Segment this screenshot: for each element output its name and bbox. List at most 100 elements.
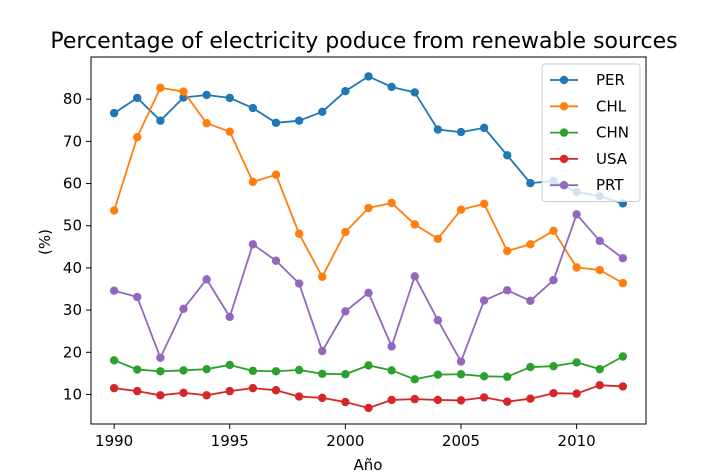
data-point-chn bbox=[618, 352, 628, 361]
series-line-prt bbox=[113, 213, 624, 363]
y-tick-label: 20 bbox=[63, 343, 82, 361]
data-point-per bbox=[364, 72, 373, 81]
data-point-usa bbox=[526, 394, 535, 403]
legend-swatch-marker bbox=[559, 102, 569, 111]
data-point-usa bbox=[341, 397, 350, 407]
legend-swatch-marker bbox=[559, 75, 569, 85]
data-point-usa bbox=[318, 393, 327, 403]
data-point-chn bbox=[179, 366, 188, 375]
data-point-per bbox=[248, 103, 258, 113]
legend-label: CHN bbox=[596, 124, 629, 142]
x-tick-label: 1990 bbox=[95, 432, 133, 450]
data-point-chn bbox=[433, 370, 443, 379]
data-point-per bbox=[456, 127, 466, 137]
data-point-per bbox=[133, 93, 142, 103]
data-point-usa bbox=[479, 393, 489, 402]
data-point-usa bbox=[387, 395, 396, 405]
data-point-prt bbox=[526, 296, 535, 306]
data-point-chn bbox=[526, 362, 535, 372]
data-point-chl bbox=[179, 87, 188, 96]
data-point-usa bbox=[156, 391, 165, 400]
data-point-chn bbox=[549, 362, 558, 371]
data-point-chn bbox=[387, 366, 396, 375]
x-axis-label: Año bbox=[354, 456, 383, 474]
data-point-chn bbox=[202, 364, 211, 374]
data-point-chn bbox=[503, 372, 512, 381]
data-point-prt bbox=[179, 304, 188, 314]
data-point-usa bbox=[618, 382, 628, 391]
data-point-chl bbox=[202, 119, 211, 128]
data-point-prt bbox=[133, 292, 142, 302]
data-point-usa bbox=[572, 389, 581, 398]
legend-swatch-marker bbox=[559, 181, 569, 190]
x-tick-label: 1995 bbox=[211, 432, 249, 450]
data-point-chl bbox=[294, 229, 304, 238]
y-tick-label: 30 bbox=[63, 301, 82, 319]
y-tick-label: 60 bbox=[63, 175, 82, 193]
chart-title: Percentage of electricity poduce from re… bbox=[50, 29, 677, 54]
data-point-chl bbox=[133, 132, 142, 142]
legend-item-chn: CHN bbox=[550, 124, 629, 142]
plot-frame bbox=[90, 56, 647, 425]
legend-label: CHL bbox=[596, 97, 627, 115]
data-point-per bbox=[526, 178, 535, 188]
data-point-chl bbox=[364, 203, 373, 213]
data-point-chn bbox=[294, 365, 304, 375]
data-point-per bbox=[202, 90, 211, 100]
data-point-chn bbox=[271, 367, 281, 376]
legend-box bbox=[541, 63, 641, 202]
data-point-per bbox=[294, 116, 304, 125]
data-point-chn bbox=[410, 375, 419, 384]
data-point-per bbox=[109, 108, 119, 118]
data-point-chl bbox=[433, 234, 443, 244]
data-point-prt bbox=[479, 296, 489, 305]
data-point-per bbox=[341, 86, 350, 96]
data-point-chn bbox=[225, 360, 234, 370]
data-point-per bbox=[318, 107, 327, 117]
data-point-usa bbox=[202, 391, 211, 400]
data-point-usa bbox=[595, 380, 604, 390]
data-point-usa bbox=[109, 383, 119, 393]
data-point-usa bbox=[271, 386, 281, 395]
y-tick-label: 70 bbox=[63, 132, 82, 150]
data-point-prt bbox=[595, 236, 604, 246]
data-point-chl bbox=[156, 83, 165, 92]
data-point-chl bbox=[618, 278, 628, 288]
data-point-prt bbox=[225, 312, 234, 322]
data-point-chl bbox=[479, 199, 489, 208]
data-point-chl bbox=[549, 226, 558, 235]
data-point-prt bbox=[618, 254, 628, 263]
x-tick-label: 2010 bbox=[558, 432, 596, 450]
data-point-chn bbox=[109, 356, 119, 365]
data-point-usa bbox=[410, 394, 419, 404]
data-point-usa bbox=[179, 388, 188, 397]
data-point-usa bbox=[133, 386, 142, 396]
data-point-chl bbox=[109, 206, 119, 215]
data-point-usa bbox=[549, 389, 558, 398]
data-point-chl bbox=[341, 227, 350, 237]
data-point-chl bbox=[572, 263, 581, 272]
data-point-usa bbox=[248, 383, 258, 393]
data-point-prt bbox=[156, 353, 165, 362]
data-point-per bbox=[271, 118, 281, 128]
data-point-chl bbox=[410, 220, 419, 229]
legend-item-prt: PRT bbox=[550, 176, 624, 194]
data-point-chn bbox=[456, 370, 466, 379]
data-point-prt bbox=[202, 275, 211, 284]
data-point-prt bbox=[109, 286, 119, 295]
data-point-chl bbox=[456, 205, 466, 214]
data-point-prt bbox=[456, 357, 466, 366]
data-point-chl bbox=[225, 127, 234, 136]
data-point-per bbox=[387, 82, 396, 92]
data-point-per bbox=[433, 125, 443, 134]
series-usa bbox=[109, 380, 628, 413]
data-point-chn bbox=[318, 369, 327, 379]
data-point-prt bbox=[294, 279, 304, 288]
data-point-usa bbox=[294, 392, 304, 401]
legend-item-chl: CHL bbox=[550, 97, 627, 115]
data-point-per bbox=[156, 116, 165, 125]
data-point-chn bbox=[341, 370, 350, 379]
y-tick-label: 50 bbox=[63, 217, 82, 235]
